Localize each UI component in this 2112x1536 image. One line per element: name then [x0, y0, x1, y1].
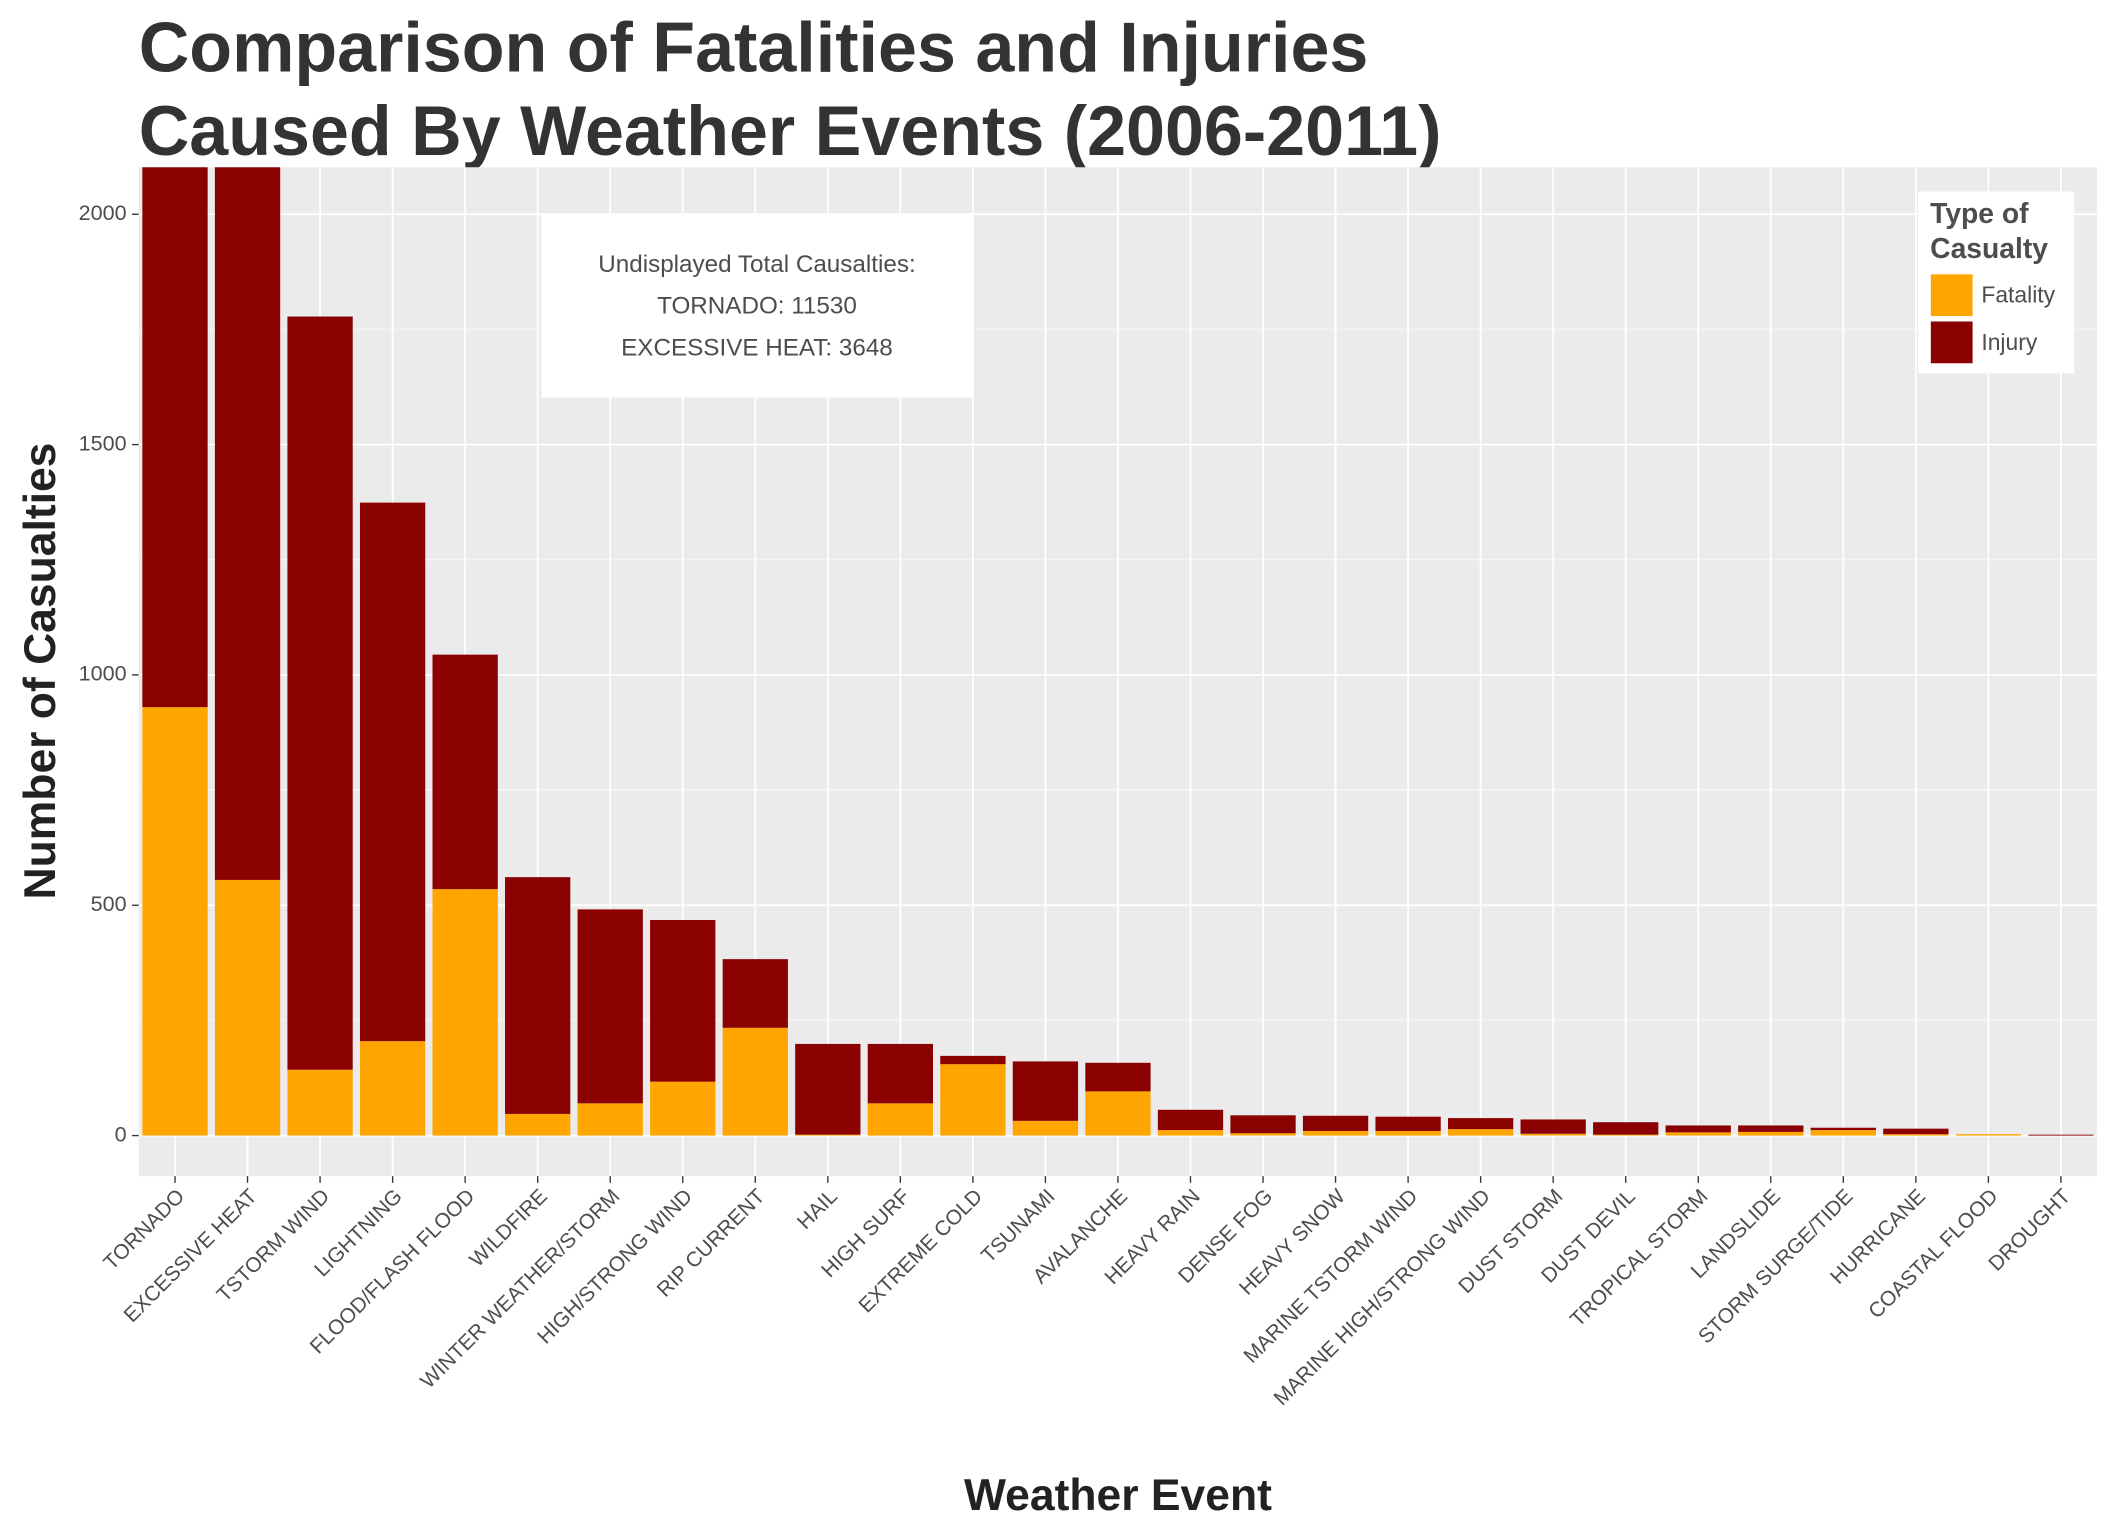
bar-segment [214, 167, 281, 880]
chart-title-line: Comparison of Fatalities and Injuries [139, 9, 1369, 87]
bar-segment [505, 1113, 571, 1136]
bar-segment [1157, 1109, 1224, 1131]
annotation-box [541, 213, 973, 398]
x-tick-label: EXCESSIVE HEAT [119, 1185, 261, 1327]
bar-segment [1230, 1115, 1296, 1134]
bar-segment [287, 1069, 353, 1136]
bar-segment [1302, 1130, 1369, 1136]
y-tick-label: 0 [115, 1121, 127, 1146]
x-tick-label: COASTAL FLOOD [1864, 1185, 2002, 1323]
bar-segment [795, 1134, 861, 1136]
bar-segment [1302, 1115, 1369, 1131]
x-axis-title: Weather Event [964, 1471, 1272, 1520]
bar-segment [1447, 1118, 1514, 1130]
legend-swatch [1929, 320, 1974, 365]
bar-segment [142, 167, 208, 708]
y-tick-label: 1500 [79, 430, 127, 455]
bar-segment [505, 877, 571, 1114]
annotation-line: Undisplayed Total Causalties: [598, 251, 915, 278]
bar-segment [287, 316, 353, 1070]
bar-segment [722, 1027, 788, 1136]
x-tick-label: TROPICAL STORM [1566, 1185, 1713, 1332]
bar-segment [1738, 1131, 1804, 1136]
bar-segment [1593, 1122, 1659, 1135]
annotation-line: TORNADO: 11530 [657, 293, 857, 320]
chart-title-line: Caused By Weather Events (2006-2011) [139, 92, 1442, 170]
bar-segment [1520, 1119, 1586, 1134]
bar-segment [867, 1043, 933, 1104]
x-tick-label: EXTREME COLD [854, 1185, 987, 1318]
bar-segment [577, 1103, 643, 1136]
bar-segment [359, 1041, 426, 1136]
bar-segment [1955, 1134, 2022, 1136]
bar-segment [577, 909, 643, 1104]
y-tick-label: 1000 [79, 661, 127, 686]
bar-segment [1085, 1062, 1151, 1092]
bar-segment [1883, 1134, 1949, 1136]
bar-segment [359, 502, 426, 1042]
bar-segment [1810, 1127, 1876, 1131]
bar-segment [1665, 1132, 1731, 1136]
annotation-line: EXCESSIVE HEAT: 3648 [621, 335, 893, 362]
bar-segment [1157, 1130, 1224, 1136]
bar-segment [1085, 1091, 1151, 1136]
bar-segment [722, 959, 788, 1028]
bar-segment [1012, 1120, 1079, 1136]
legend-swatch [1929, 272, 1974, 318]
legend-label: Fatality [1981, 282, 2055, 308]
legend-title: Type of [1930, 197, 2029, 229]
bar-segment [432, 889, 498, 1136]
bar-segment [867, 1103, 933, 1136]
legend-title: Casualty [1930, 232, 2048, 264]
bar-segment [1810, 1130, 1876, 1136]
bar-segment [1883, 1128, 1949, 1135]
bar-segment [142, 707, 208, 1136]
legend-label: Injury [1981, 329, 2037, 355]
bar-segment [1520, 1133, 1586, 1136]
bar-segment [1012, 1061, 1079, 1121]
x-tick-label: HAIL [793, 1185, 842, 1234]
bar-segment [1593, 1134, 1659, 1136]
y-tick-label: 2000 [79, 200, 127, 225]
bar-segment [940, 1064, 1006, 1136]
bar-segment [650, 1081, 716, 1136]
bar-segment [795, 1043, 861, 1135]
y-tick-label: 500 [91, 891, 127, 916]
bar-segment [940, 1055, 1006, 1065]
bar-segment [1375, 1130, 1441, 1136]
bar-segment [1665, 1125, 1731, 1133]
bar-segment [214, 879, 281, 1136]
bar-segment [2028, 1134, 2094, 1136]
bar-segment [432, 654, 498, 890]
y-axis-title: Number of Casualties [16, 443, 65, 900]
bar-segment [1375, 1116, 1441, 1131]
bar-segment [1447, 1129, 1514, 1136]
bar-segment [1738, 1125, 1804, 1132]
bar-segment [650, 919, 716, 1082]
bar-segment [1230, 1133, 1296, 1136]
